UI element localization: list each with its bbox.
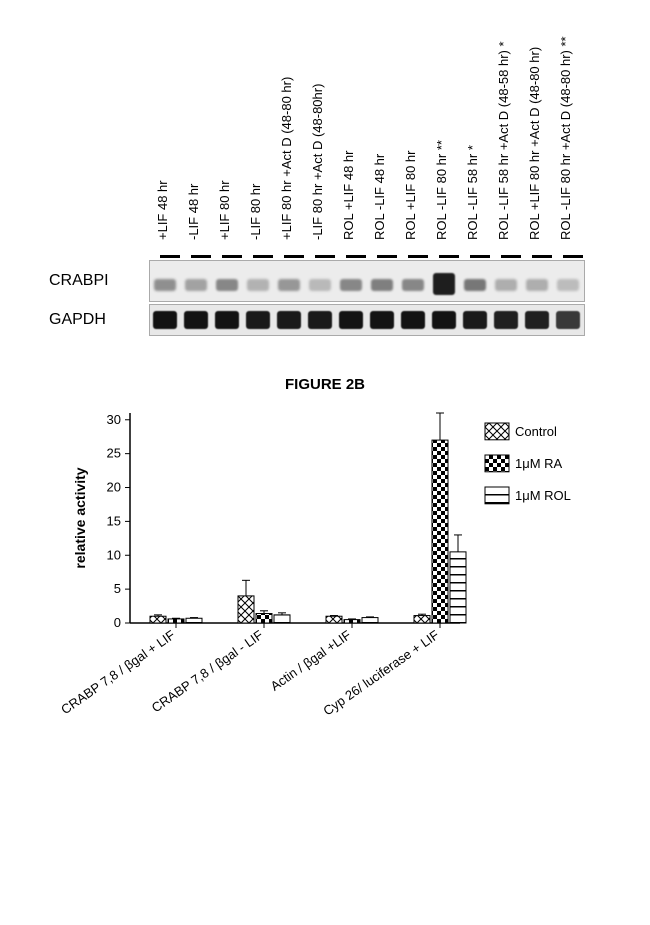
bar <box>344 620 360 623</box>
bar <box>362 618 378 623</box>
y-tick-label: 25 <box>107 446 121 461</box>
bar <box>150 616 166 623</box>
crabpi-band <box>464 279 486 291</box>
bar <box>326 616 342 623</box>
lane-tick <box>191 255 211 258</box>
gel-panel: +LIF 48 hr -LIF 48 hr +LIF 80 hr -LIF 80 hr… <box>45 20 605 336</box>
lane-label: ROL -LIF 58 hr +Act D (48-58 hr) * <box>496 41 511 240</box>
gapdh-band <box>370 311 394 329</box>
gapdh-band <box>401 311 425 329</box>
lane-label: +LIF 48 hr <box>155 180 170 240</box>
bar <box>274 615 290 623</box>
legend-label: Control <box>515 424 557 439</box>
lane-label: ROL -LIF 80 hr ** <box>434 140 449 240</box>
gapdh-band <box>308 311 332 329</box>
gapdh-band <box>556 311 580 329</box>
lane-tick <box>315 255 335 258</box>
lane-tick <box>439 255 459 258</box>
crabpi-band <box>433 273 455 295</box>
bar <box>168 619 184 623</box>
lane-tick <box>408 255 428 258</box>
lane-label: ROL -LIF 80 hr +Act D (48-80 hr) ** <box>558 36 573 240</box>
legend-swatch <box>485 487 509 504</box>
lane-ticks <box>155 250 605 258</box>
lane-label: ROL -LIF 58 hr * <box>465 145 480 240</box>
bar <box>238 596 254 623</box>
gapdh-band <box>463 311 487 329</box>
gapdh-band <box>153 311 177 329</box>
y-tick-label: 15 <box>107 513 121 528</box>
lane-tick <box>563 255 583 258</box>
crabpi-band <box>340 279 362 291</box>
gapdh-gel-row <box>149 304 585 336</box>
gapdh-band <box>184 311 208 329</box>
bar-chart: 051015202530relative activityCRABP 7,8 /… <box>45 403 605 783</box>
lane-tick <box>532 255 552 258</box>
gapdh-band <box>525 311 549 329</box>
gapdh-band <box>339 311 363 329</box>
lane-tick <box>470 255 490 258</box>
y-tick-label: 0 <box>114 615 121 630</box>
y-tick-label: 5 <box>114 581 121 596</box>
lane-tick <box>501 255 521 258</box>
crabpi-band <box>154 279 176 291</box>
bar <box>432 440 448 623</box>
lane-tick <box>222 255 242 258</box>
figure-title: FIGURE 2B <box>20 376 630 393</box>
y-tick-label: 20 <box>107 480 121 495</box>
bar <box>450 552 466 623</box>
lane-label: +LIF 80 hr <box>217 180 232 240</box>
bar <box>414 616 430 623</box>
crabpi-band <box>402 279 424 291</box>
x-category-label: Actin / βgal +LIF <box>268 627 354 694</box>
lane-tick <box>160 255 180 258</box>
legend-label: 1μM RA <box>515 456 563 471</box>
crabpi-band <box>216 279 238 291</box>
lane-labels-area: +LIF 48 hr -LIF 48 hr +LIF 80 hr -LIF 80 hr… <box>155 20 605 250</box>
lane-label: -LIF 80 hr +Act D (48-80hr) <box>310 84 325 240</box>
crabpi-band <box>371 279 393 291</box>
gapdh-band <box>215 311 239 329</box>
y-axis-label: relative activity <box>72 467 88 568</box>
crabpi-band <box>495 279 517 291</box>
lane-tick <box>284 255 304 258</box>
gapdh-band <box>246 311 270 329</box>
legend-label: 1μM ROL <box>515 488 571 503</box>
crabpi-band <box>309 279 331 291</box>
gapdh-band <box>277 311 301 329</box>
crabpi-label: CRABPI <box>45 272 149 290</box>
crabpi-row-container: CRABPI <box>45 260 605 302</box>
lane-label: -LIF 48 hr <box>186 184 201 240</box>
lane-tick <box>346 255 366 258</box>
legend-swatch <box>485 455 509 472</box>
y-tick-label: 30 <box>107 412 121 427</box>
bar <box>186 618 202 623</box>
lane-label: ROL +LIF 80 hr +Act D (48-80 hr) <box>527 47 542 240</box>
lane-label: ROL -LIF 48 hr <box>372 154 387 240</box>
lane-tick <box>377 255 397 258</box>
lane-label: +LIF 80 hr +Act D (48-80 hr) <box>279 77 294 240</box>
gapdh-band <box>494 311 518 329</box>
crabpi-band <box>557 279 579 291</box>
lane-label: ROL +LIF 80 hr <box>403 151 418 240</box>
lane-label: ROL +LIF 48 hr <box>341 151 356 240</box>
gapdh-row-container: GAPDH <box>45 304 605 336</box>
crabpi-band <box>278 279 300 291</box>
legend-swatch <box>485 423 509 440</box>
crabpi-band <box>247 279 269 291</box>
lane-tick <box>253 255 273 258</box>
y-tick-label: 10 <box>107 547 121 562</box>
bar <box>256 614 272 623</box>
crabpi-gel-row <box>149 260 585 302</box>
gapdh-band <box>432 311 456 329</box>
crabpi-band <box>185 279 207 291</box>
crabpi-band <box>526 279 548 291</box>
lane-label: -LIF 80 hr <box>248 184 263 240</box>
gapdh-label: GAPDH <box>45 311 149 329</box>
